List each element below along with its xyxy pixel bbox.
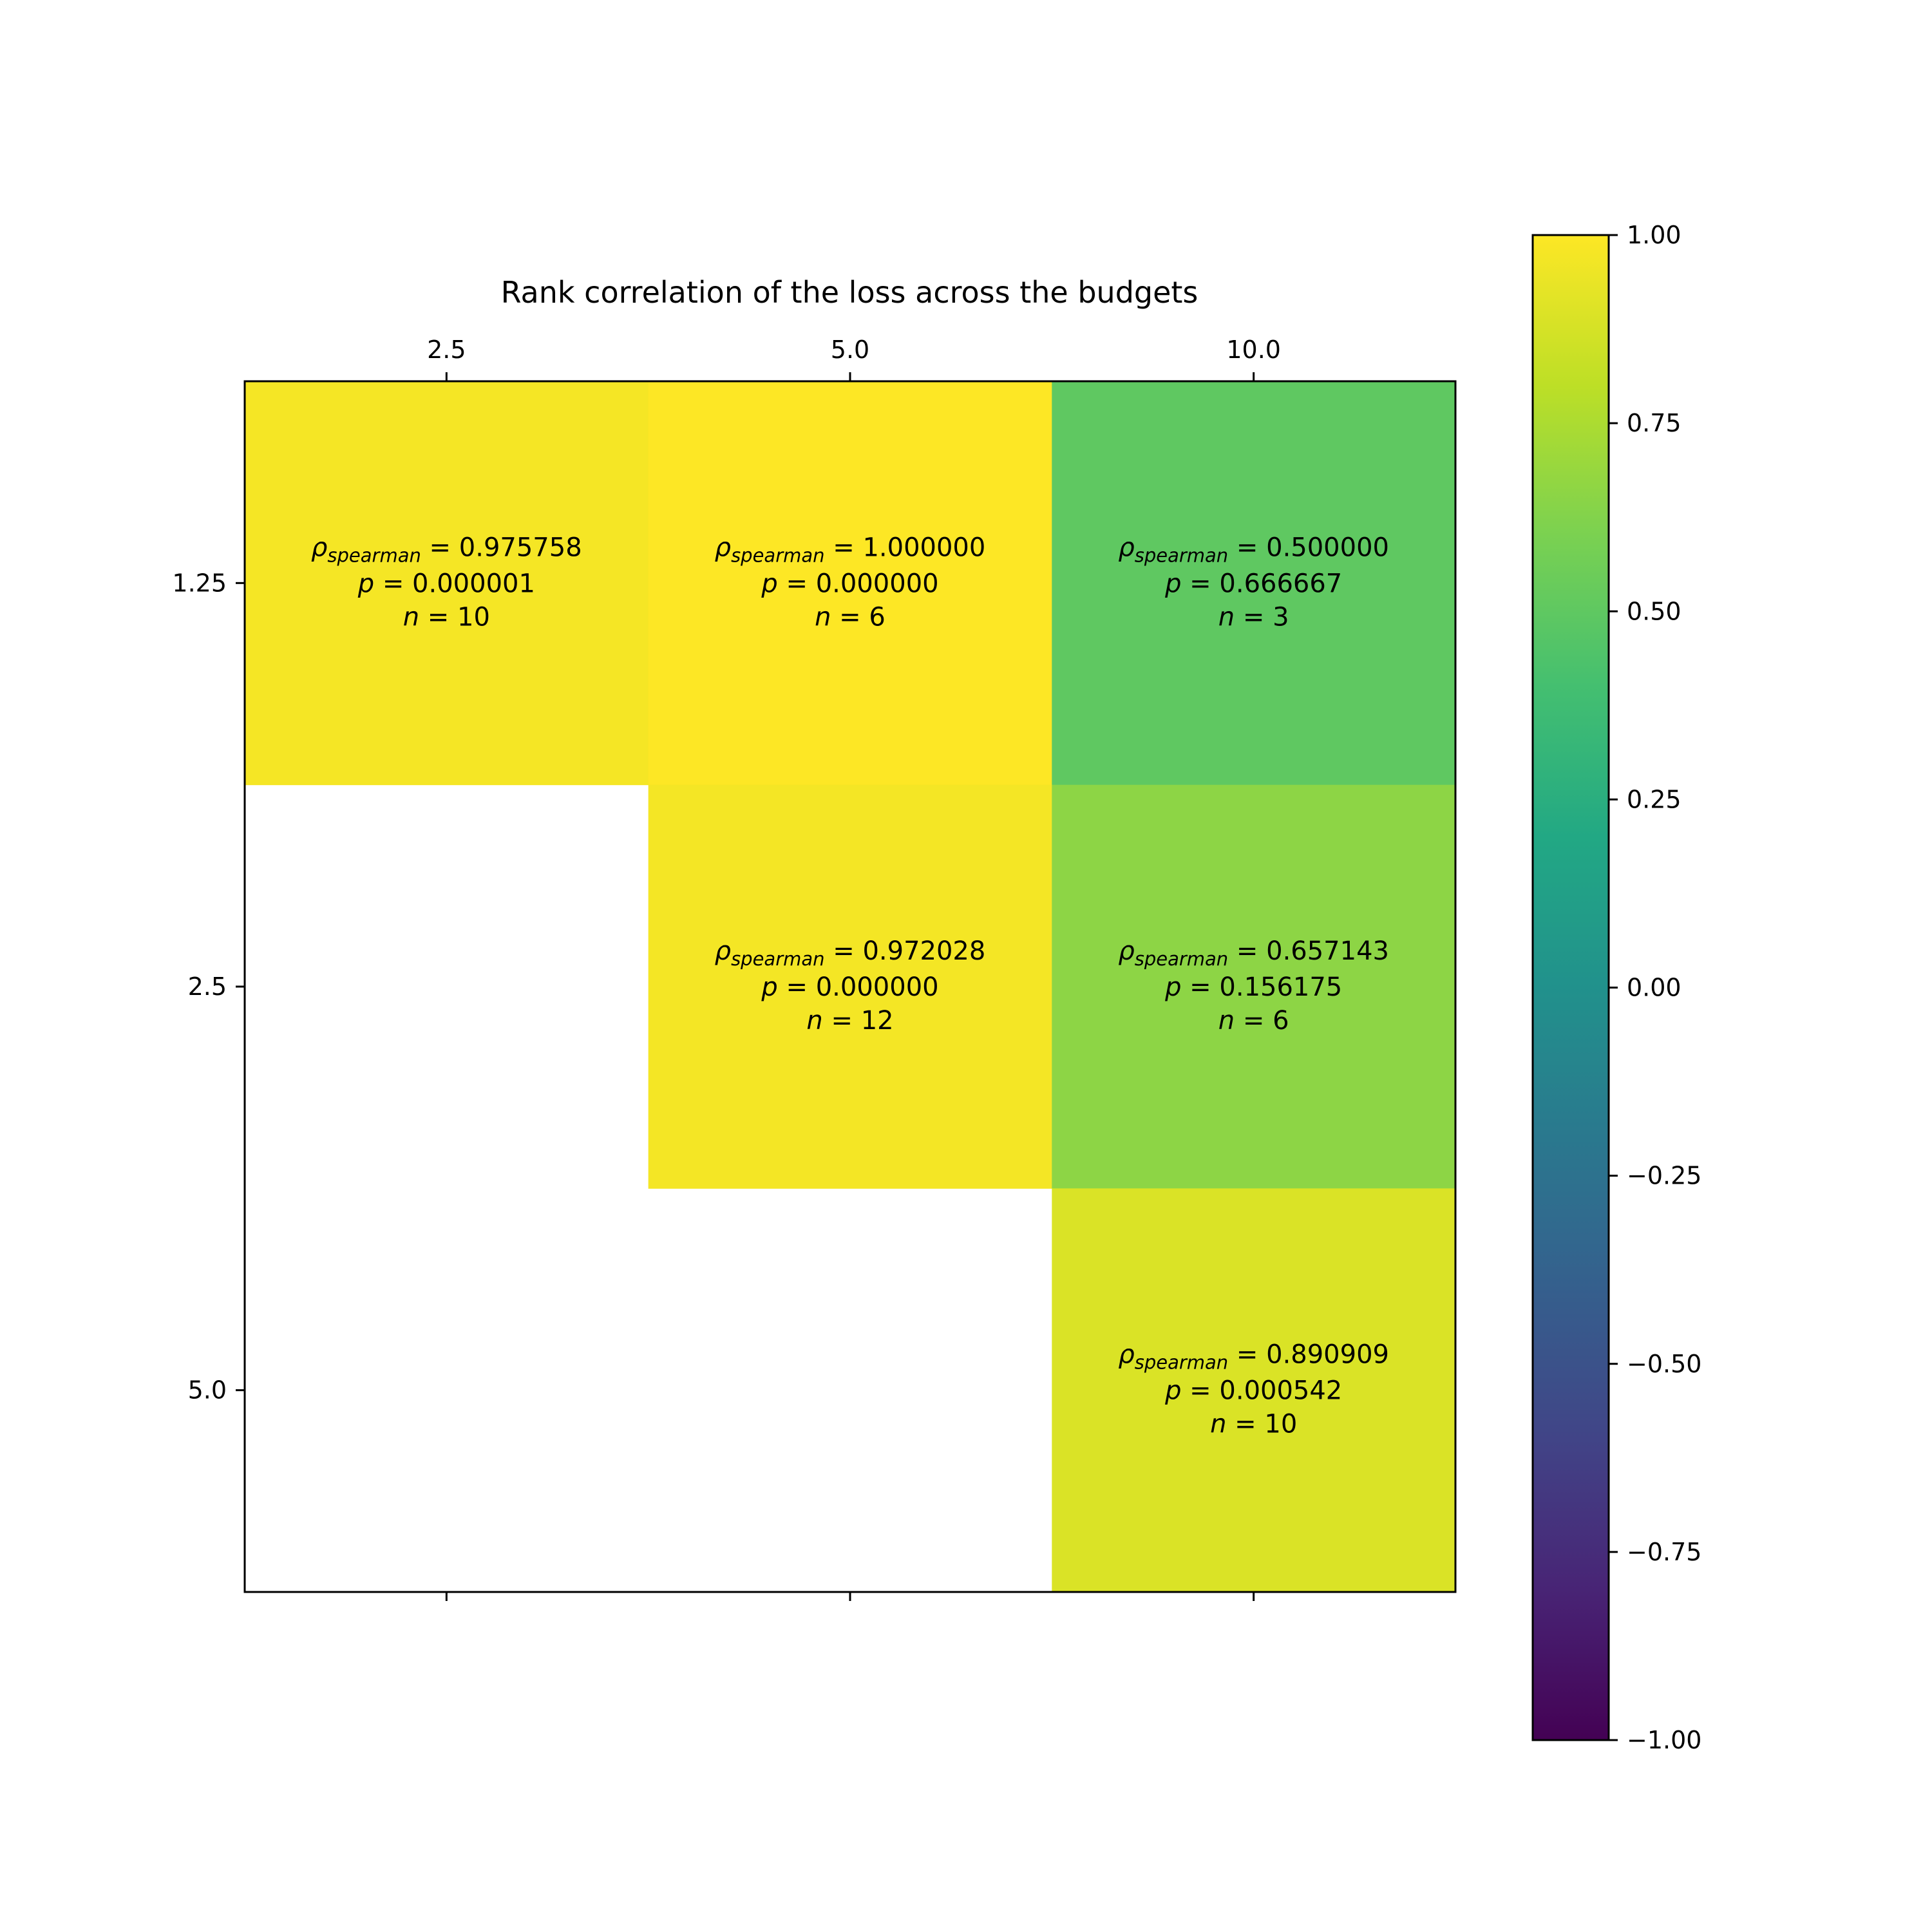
- colorbar-tick-label: 0.25: [1627, 785, 1681, 813]
- y-tick-label: 2.5: [188, 972, 227, 1001]
- heatmap-cell: [1052, 784, 1456, 1189]
- cell-annotation: ρspearman = 0.975758 p = 0.000001 n = 10: [311, 533, 582, 632]
- rho-value: = 0.975758: [421, 533, 582, 562]
- colorbar-tick-label: 0.75: [1627, 409, 1681, 437]
- colorbar-tick-label: −0.50: [1627, 1350, 1701, 1378]
- y-tick-label: 1.25: [172, 569, 227, 597]
- colorbar-tick-label: −0.75: [1627, 1538, 1701, 1566]
- p-value: = 0.000001: [374, 569, 535, 598]
- heatmap-cell: [245, 381, 649, 786]
- p-value: = 0.000000: [778, 972, 939, 1002]
- x-tick-label: 10.0: [1226, 336, 1281, 364]
- cell-annotation: ρspearman = 0.500000 p = 0.666667 n = 3: [1118, 533, 1389, 632]
- cell-annotation: ρspearman = 0.972028 p = 0.000000 n = 12: [715, 936, 986, 1036]
- x-tick-label: 2.5: [427, 336, 466, 364]
- heatmap-cells: ρspearman = 0.975758 p = 0.000001 n = 10 ρs…: [245, 381, 1456, 1593]
- y-tick-label: 5.0: [188, 1376, 227, 1405]
- cell-annotation: ρspearman = 0.657143 p = 0.156175 n = 6: [1118, 936, 1389, 1036]
- n-value: = 10: [419, 602, 490, 632]
- rho-value: = 0.500000: [1228, 533, 1389, 562]
- p-value: = 0.666667: [1181, 569, 1342, 598]
- p-value: = 0.000542: [1181, 1376, 1342, 1406]
- heatmap-cell: [1052, 381, 1456, 786]
- p-value: = 0.156175: [1181, 972, 1342, 1002]
- rho-value: = 1.000000: [825, 533, 986, 562]
- axes: 2.5 5.0 10.0 1.25 2.5 5.0: [172, 336, 1281, 1601]
- colorbar-tick-label: 0.50: [1627, 597, 1681, 625]
- rho-value: = 0.657143: [1228, 936, 1389, 966]
- x-tick-label: 5.0: [831, 336, 869, 364]
- rho-value: = 0.972028: [825, 936, 986, 966]
- n-value: = 12: [823, 1006, 894, 1036]
- heatmap-cell: [648, 381, 1052, 786]
- colorbar-tick-label: 1.00: [1627, 221, 1681, 249]
- cell-annotation: ρspearman = 0.890909 p = 0.000542 n = 10: [1118, 1340, 1389, 1439]
- chart-title: Rank correlation of the loss across the …: [501, 275, 1198, 310]
- n-value: = 6: [831, 602, 885, 632]
- heatmap-cell: [1052, 1188, 1456, 1593]
- colorbar-tick-label: 0.00: [1627, 974, 1681, 1002]
- n-value: = 10: [1226, 1410, 1297, 1439]
- p-value: = 0.000000: [778, 569, 939, 598]
- n-value: = 3: [1235, 602, 1289, 632]
- cell-annotation: ρspearman = 1.000000 p = 0.000000 n = 6: [715, 533, 986, 632]
- colorbar-tick-label: −1.00: [1627, 1726, 1701, 1754]
- colorbar: 1.00 0.75 0.50 0.25 0.00 −0.25 −0.50 −0.75 −1.00: [1531, 221, 1701, 1754]
- heatmap-cell: [648, 784, 1052, 1189]
- colorbar-gradient: [1531, 234, 1610, 1741]
- n-value: = 6: [1235, 1006, 1289, 1036]
- colorbar-tick-label: −0.25: [1627, 1162, 1701, 1190]
- rho-value: = 0.890909: [1228, 1340, 1389, 1370]
